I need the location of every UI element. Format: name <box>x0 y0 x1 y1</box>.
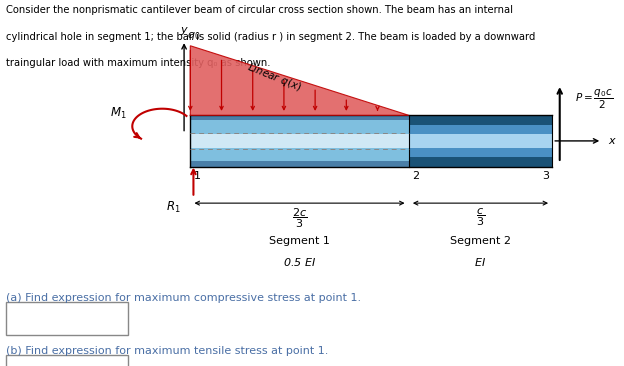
Bar <box>6 355 128 366</box>
Text: $M_1$: $M_1$ <box>110 106 127 121</box>
Text: 1: 1 <box>193 171 200 181</box>
Text: (b) Find expression for maximum tensile stress at point 1.: (b) Find expression for maximum tensile … <box>6 346 329 356</box>
Bar <box>409 115 552 167</box>
Text: Segment 2: Segment 2 <box>450 236 511 246</box>
Text: $P = \dfrac{q_0 c}{2}$: $P = \dfrac{q_0 c}{2}$ <box>575 88 613 111</box>
Text: 3: 3 <box>542 171 549 181</box>
Polygon shape <box>190 46 409 115</box>
Text: traingular load with maximum intensity q₀ as shown.: traingular load with maximum intensity q… <box>6 58 271 68</box>
Text: $EI$: $EI$ <box>474 256 487 268</box>
Text: cylindrical hole in segment 1; the bar is solid (radius r ) in segment 2. The be: cylindrical hole in segment 1; the bar i… <box>6 32 535 42</box>
Text: $y$: $y$ <box>180 25 188 37</box>
Bar <box>409 134 552 148</box>
Bar <box>6 302 128 335</box>
Bar <box>190 115 409 120</box>
Text: $\dfrac{2c}{3}$: $\dfrac{2c}{3}$ <box>292 207 307 230</box>
Text: Segment 1: Segment 1 <box>269 236 330 246</box>
Text: $\dfrac{c}{3}$: $\dfrac{c}{3}$ <box>476 207 485 228</box>
Bar <box>190 115 409 167</box>
Text: (a) Find expression for maximum compressive stress at point 1.: (a) Find expression for maximum compress… <box>6 293 361 303</box>
Text: 0.5 $EI$: 0.5 $EI$ <box>283 256 316 268</box>
Bar <box>409 157 552 167</box>
Text: $q_0$: $q_0$ <box>187 30 200 42</box>
Text: Consider the nonprismatic cantilever beam of circular cross section shown. The b: Consider the nonprismatic cantilever bea… <box>6 5 513 15</box>
Text: $x$: $x$ <box>608 136 617 146</box>
Bar <box>190 134 409 148</box>
Text: 2: 2 <box>412 171 419 181</box>
Text: Linear $q(x)$: Linear $q(x)$ <box>245 60 304 94</box>
Bar <box>409 115 552 124</box>
Bar <box>190 161 409 167</box>
Text: $R_1$: $R_1$ <box>165 199 180 214</box>
